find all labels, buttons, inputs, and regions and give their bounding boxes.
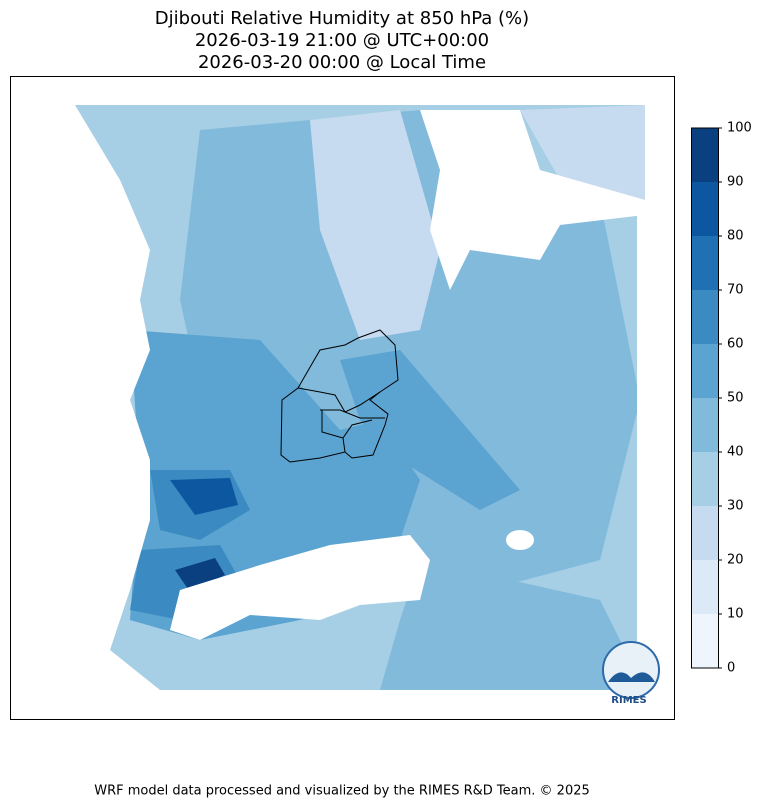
title-line: 2026-03-19 21:00 @ UTC+00:00 bbox=[195, 30, 489, 51]
border bbox=[297, 387, 385, 453]
colorbar-segment bbox=[691, 560, 718, 614]
colorbar-segment bbox=[691, 398, 718, 452]
footer: WRF model data processed and visualized … bbox=[94, 784, 590, 799]
field-region bbox=[175, 558, 225, 592]
logo-text: RIMES bbox=[611, 695, 646, 706]
colorbar: 0 10 20 30 40 50 60 70 80 90 100 bbox=[691, 121, 752, 676]
title-line: 2026-03-20 00:00 @ Local Time bbox=[198, 52, 486, 73]
colorbar-segment bbox=[691, 614, 718, 668]
title-line: Djibouti Relative Humidity at 850 hPa (%… bbox=[155, 8, 529, 29]
logo-wave bbox=[608, 672, 655, 682]
field-region bbox=[520, 105, 645, 210]
field-region bbox=[310, 110, 440, 340]
logo: RIMES bbox=[602, 641, 660, 706]
no-data bbox=[420, 110, 645, 290]
colorbar-tick-label: 100 bbox=[727, 121, 752, 136]
colorbar-tick-label: 60 bbox=[727, 337, 744, 352]
logo-ring bbox=[602, 641, 660, 699]
colorbar-segment bbox=[691, 344, 718, 398]
colorbar-tick-label: 10 bbox=[727, 607, 744, 622]
colorbar-segment bbox=[691, 506, 718, 560]
colorbar-tick-label: 90 bbox=[727, 175, 744, 190]
colorbar-tick-label: 20 bbox=[727, 553, 744, 568]
field-region bbox=[340, 350, 520, 510]
no-data bbox=[170, 535, 430, 640]
map: RIMES bbox=[10, 76, 675, 720]
colorbar-tick-label: 70 bbox=[727, 283, 744, 298]
border bbox=[280, 329, 399, 463]
field-region bbox=[380, 560, 645, 690]
no-data bbox=[40, 105, 160, 690]
colorbar-segment bbox=[691, 236, 718, 290]
no-data bbox=[637, 215, 645, 690]
colorbar-segment bbox=[691, 182, 718, 236]
colorbar-tick-label: 80 bbox=[727, 229, 744, 244]
colorbar-tick-label: 50 bbox=[727, 391, 744, 406]
map-frame bbox=[10, 76, 675, 720]
colorbar-segment bbox=[691, 128, 718, 182]
colorbar-segment bbox=[691, 290, 718, 344]
colorbar-tick-label: 0 bbox=[727, 661, 735, 676]
colorbar-tick-label: 30 bbox=[727, 499, 744, 514]
colorbar-segment bbox=[691, 452, 718, 506]
field-region bbox=[170, 478, 238, 515]
no-data bbox=[506, 530, 534, 550]
colorbar-tick-label: 40 bbox=[727, 445, 744, 460]
